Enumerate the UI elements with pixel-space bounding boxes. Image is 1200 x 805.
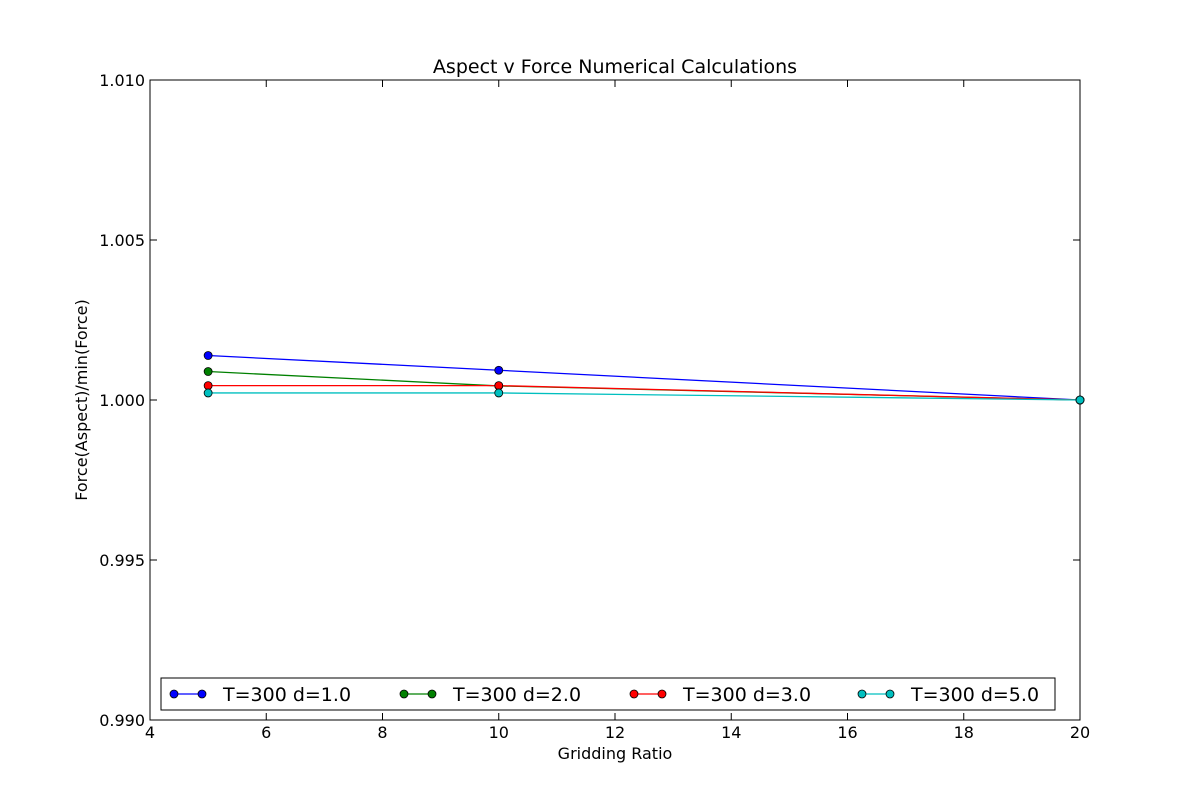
legend-label: T=300 d=1.0	[222, 684, 351, 706]
x-tick-label: 8	[377, 723, 387, 742]
x-tick-label: 6	[261, 723, 271, 742]
legend-marker	[197, 689, 207, 699]
chart-title: Aspect v Force Numerical Calculations	[433, 56, 797, 78]
data-point	[203, 388, 213, 398]
y-tick-label: 0.995	[99, 551, 145, 570]
y-tick-label: 1.005	[99, 231, 145, 250]
y-axis-label: Force(Aspect)/min(Force)	[72, 299, 91, 500]
data-point	[203, 351, 213, 360]
x-tick-label: 20	[1070, 723, 1090, 742]
plot-frame	[149, 79, 1081, 721]
legend-marker	[169, 689, 179, 699]
y-tick-label: 0.990	[99, 711, 145, 730]
x-tick-label: 14	[721, 723, 741, 742]
legend-marker	[657, 689, 667, 699]
plot-area: 4 6 8 10 12 14 16 18 20 0.990 0.995 1.000 1.005 1.010	[99, 71, 1090, 742]
x-tick-label: 4	[145, 723, 155, 742]
x-axis-label: Gridding Ratio	[558, 744, 673, 763]
data-point	[494, 365, 504, 375]
x-tick-label: 16	[837, 723, 857, 742]
legend-marker	[427, 689, 437, 699]
legend-label: T=300 d=2.0	[452, 684, 581, 706]
legend-label: T=300 d=5.0	[910, 684, 1039, 706]
data-point	[494, 381, 504, 391]
data-point	[494, 388, 504, 398]
data-point	[203, 367, 213, 376]
legend-marker	[885, 689, 895, 699]
legend-box	[160, 677, 1056, 711]
y-tick-label: 1.010	[99, 71, 145, 90]
legend-marker	[399, 689, 409, 699]
legend: T=300 d=1.0 T=300 d=2.0 T=300 d=3.0 T=300 d…	[160, 677, 1056, 711]
legend-label: T=300 d=3.0	[682, 684, 811, 706]
x-tick-label: 10	[489, 723, 509, 742]
x-tick-label: 12	[605, 723, 625, 742]
data-point	[1075, 395, 1085, 405]
data-point	[203, 381, 213, 391]
legend-marker	[629, 689, 639, 699]
x-tick-label: 18	[954, 723, 974, 742]
y-tick-label: 1.000	[99, 391, 145, 410]
legend-marker	[857, 689, 867, 699]
